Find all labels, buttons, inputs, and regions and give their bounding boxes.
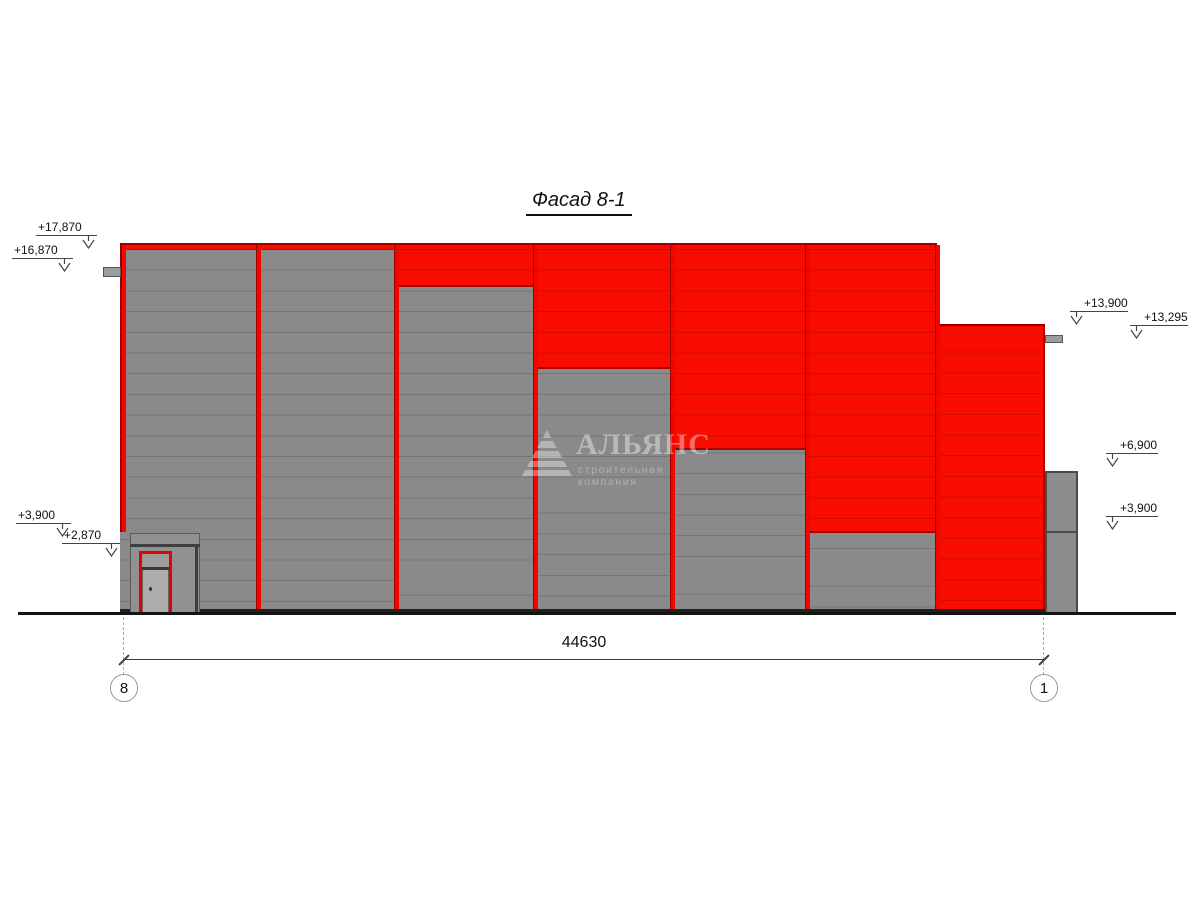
mullion-6 bbox=[935, 245, 940, 612]
elevation-label: +3,900 bbox=[1106, 501, 1158, 517]
porch-lintel bbox=[130, 544, 200, 547]
level-arrow-icon bbox=[105, 543, 118, 557]
elevation-marker-13295: +13,295 bbox=[1130, 310, 1188, 339]
bay-3-red-panel bbox=[396, 250, 535, 287]
bay-4-red-panel bbox=[535, 250, 672, 369]
extension-line-right bbox=[1043, 617, 1044, 675]
dimension-value: 44630 bbox=[561, 634, 607, 651]
right-annex-block bbox=[1045, 471, 1078, 614]
elevation-label: +16,870 bbox=[12, 243, 73, 259]
roof-parapet-band bbox=[120, 243, 937, 250]
door-leaf bbox=[142, 570, 169, 612]
mullion-5 bbox=[805, 245, 810, 612]
elevation-label: +6,900 bbox=[1106, 438, 1158, 454]
bay-5-red-panel bbox=[672, 250, 807, 450]
mullion-3 bbox=[533, 245, 538, 612]
bay-3-gray-panel bbox=[396, 287, 535, 612]
extension-line-left bbox=[123, 617, 124, 675]
elevation-label: +3,900 bbox=[16, 508, 71, 524]
bay-7-red-panel bbox=[937, 324, 1045, 612]
bay-2-gray-panel bbox=[258, 250, 396, 612]
elevation-marker-16870: +16,870 bbox=[12, 243, 73, 272]
porch-post bbox=[195, 545, 198, 614]
left-edge-red-strip bbox=[120, 245, 126, 532]
elevation-marker-3900-right: +3,900 bbox=[1106, 501, 1158, 530]
building-plinth-line bbox=[120, 609, 1045, 613]
elevation-marker-6900: +6,900 bbox=[1106, 438, 1158, 467]
right-edge-line bbox=[1043, 326, 1045, 612]
elevation-marker-17870: +17,870 bbox=[36, 220, 97, 249]
level-arrow-icon bbox=[82, 235, 95, 249]
right-wall-bracket bbox=[1045, 335, 1063, 343]
bay-5-gray-panel bbox=[672, 450, 807, 612]
annex-division-line bbox=[1045, 531, 1078, 533]
left-wall-bracket bbox=[103, 267, 121, 277]
door-transom-bar bbox=[142, 567, 169, 570]
level-arrow-icon bbox=[58, 258, 71, 272]
ground-line bbox=[18, 612, 1176, 615]
mullion-1 bbox=[256, 245, 261, 612]
elevation-label: +17,870 bbox=[36, 220, 97, 236]
dimension-tick-right bbox=[1038, 654, 1050, 666]
elevation-label: +13,295 bbox=[1130, 310, 1188, 326]
elevation-label: +13,900 bbox=[1070, 296, 1128, 312]
elevation-marker-3900-left: +3,900 bbox=[16, 508, 71, 537]
bay-6-red-panel bbox=[807, 250, 937, 533]
level-arrow-icon bbox=[1106, 453, 1119, 467]
elevation-marker-2870: +2,870 bbox=[62, 528, 120, 557]
axis-bubble-8: 8 bbox=[110, 674, 138, 702]
bay-6-gray-panel bbox=[807, 533, 937, 612]
level-arrow-icon bbox=[1070, 311, 1083, 325]
dimension-tick-left bbox=[118, 654, 130, 666]
level-arrow-icon bbox=[1130, 325, 1143, 339]
elevation-marker-13900: +13,900 bbox=[1070, 296, 1128, 325]
mullion-2 bbox=[394, 245, 399, 612]
dimension-line bbox=[124, 659, 1044, 660]
drawing-title: Фасад 8-1 bbox=[526, 189, 632, 216]
door-handle bbox=[149, 587, 152, 591]
level-arrow-icon bbox=[56, 523, 69, 537]
elevation-label: +2,870 bbox=[62, 528, 120, 544]
mullion-4 bbox=[670, 245, 675, 612]
level-arrow-icon bbox=[1106, 516, 1119, 530]
axis-bubble-1: 1 bbox=[1030, 674, 1058, 702]
bay-4-gray-panel bbox=[535, 369, 672, 612]
